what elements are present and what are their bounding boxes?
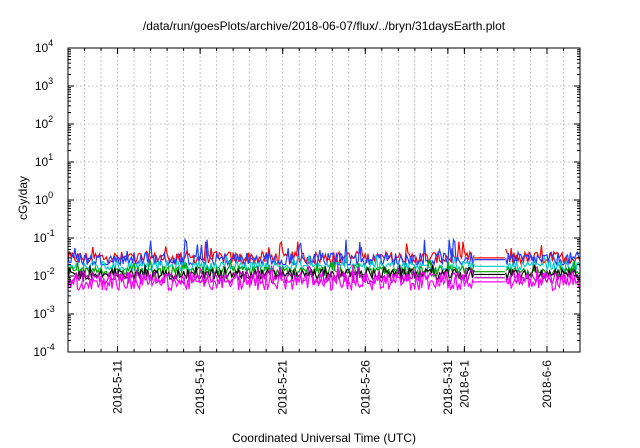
x-tick-label: 2018-6-6 <box>540 360 554 408</box>
series-line-6 <box>505 266 581 292</box>
x-tick-label: 2018-5-26 <box>358 360 372 415</box>
series-line-5 <box>505 268 581 286</box>
y-tick-label: 104 <box>35 38 53 55</box>
chart-title: /data/run/goesPlots/archive/2018-06-07/f… <box>143 19 506 33</box>
series-line-1 <box>505 250 581 267</box>
x-tick-label: 2018-5-16 <box>193 360 207 415</box>
series-line-3 <box>505 260 581 279</box>
x-tick-label: 2018-5-21 <box>276 360 290 415</box>
x-tick-label: 2018-5-31 <box>441 360 455 415</box>
y-tick-label: 102 <box>35 114 53 131</box>
x-tick-label: 2018-6-1 <box>457 360 471 408</box>
series-line-6 <box>67 264 475 292</box>
grid <box>68 48 580 352</box>
y-axis-label: cGy/day <box>16 176 30 220</box>
y-tick-label: 10-3 <box>33 304 54 321</box>
axis-ticks: 10-4 10-3 10-2 10-1 100 101 102 103 104 2018-5-11… <box>33 38 580 415</box>
y-tick-label: 10-2 <box>33 266 54 283</box>
y-tick-label: 100 <box>35 190 53 207</box>
x-tick-label: 2018-5-11 <box>111 360 125 414</box>
x-axis-label: Coordinated Universal Time (UTC) <box>232 431 416 445</box>
y-tick-label: 10-4 <box>33 342 54 359</box>
y-tick-label: 10-1 <box>33 228 54 245</box>
series-line-1 <box>67 237 475 267</box>
y-tick-label: 103 <box>35 76 53 93</box>
plot-frame <box>67 47 581 353</box>
y-tick-label: 101 <box>35 152 53 169</box>
series-layer <box>67 237 581 292</box>
